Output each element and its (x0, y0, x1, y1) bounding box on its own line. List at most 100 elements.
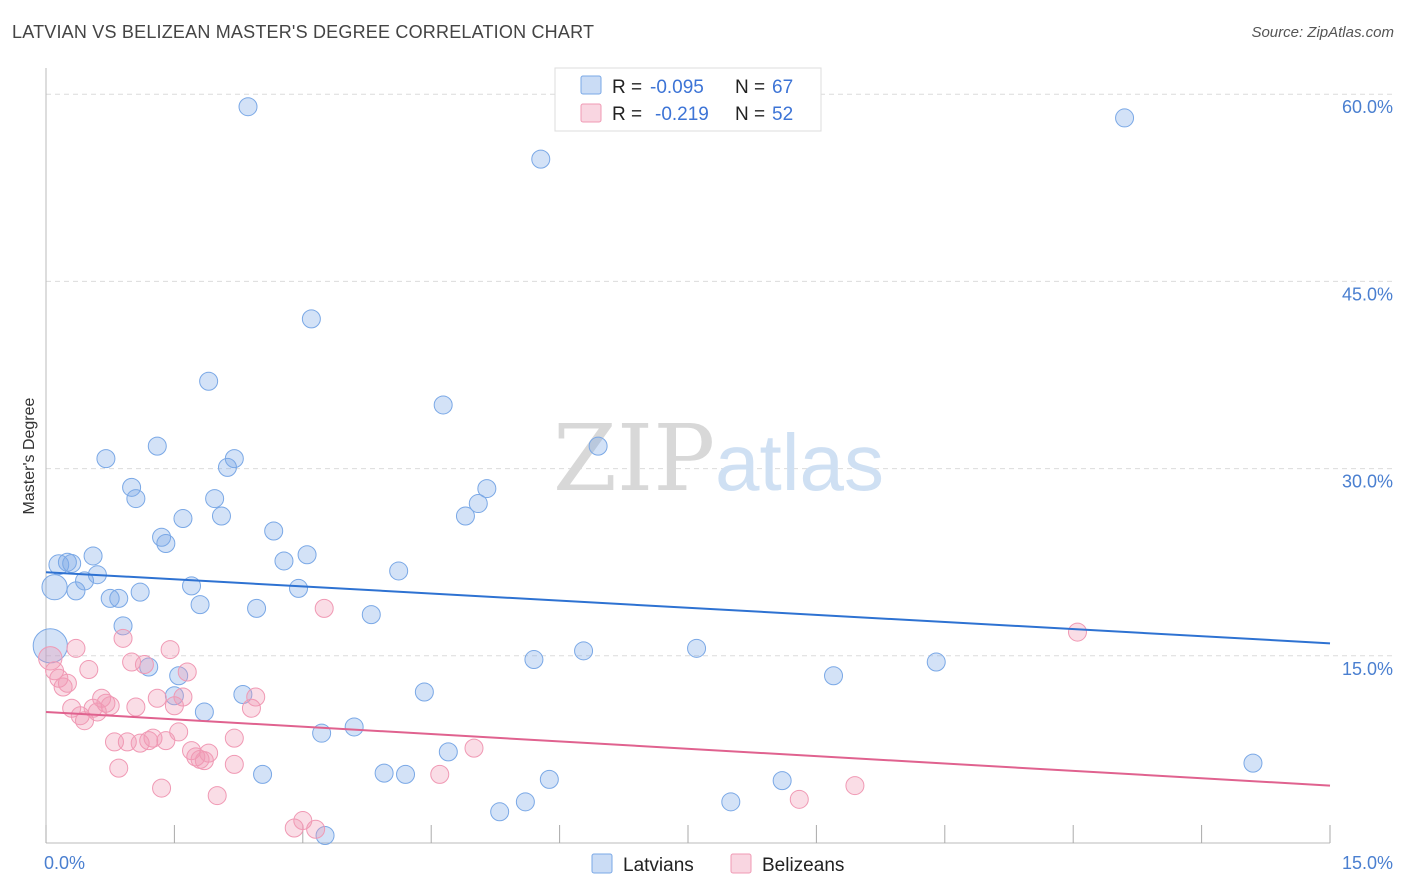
latvians-point (190, 595, 210, 615)
chart-title: LATVIAN VS BELIZEAN MASTER'S DEGREE CORR… (12, 22, 595, 42)
latvians-point (264, 521, 284, 541)
belizeans-point (147, 688, 167, 708)
latvians-point (414, 682, 434, 702)
axes (45, 68, 1331, 844)
series-legend: Latvians Belizeans (591, 853, 844, 876)
belizeans-point (57, 673, 77, 693)
latvians-point (721, 792, 741, 812)
belizeans-point (152, 778, 172, 798)
stats-legend: R = -0.095 N = 67 R = -0.219 N = 52 (554, 67, 822, 132)
belizeans-point (224, 728, 244, 748)
belizeans-point (79, 660, 99, 680)
x-tick-labels: 0.0% 15.0% (44, 853, 1393, 873)
latvians-point (274, 551, 294, 571)
legend-r-label: R = (612, 77, 642, 98)
belizeans-point (199, 743, 219, 763)
belizeans-point (241, 698, 261, 718)
y-tick-label: 45.0% (1342, 284, 1393, 304)
legend-r-value: -0.219 (655, 104, 709, 125)
latvians-point (253, 764, 273, 784)
series-legend-swatch-latvians (591, 853, 613, 874)
source-label: Source: ZipAtlas.com (1251, 24, 1394, 41)
belizeans-point (1067, 622, 1087, 642)
latvians-point (438, 742, 458, 762)
latvians-point (238, 97, 258, 117)
latvians-point (122, 477, 142, 497)
watermark-atlas: atlas (715, 418, 884, 507)
latvians-point (477, 479, 497, 499)
belizeans-point (100, 696, 120, 716)
y-tick-label: 15.0% (1342, 659, 1393, 679)
latvians-point (224, 449, 244, 469)
latvians-point (96, 449, 116, 469)
belizeans-point (113, 628, 133, 648)
x-tick-label: 15.0% (1342, 853, 1393, 873)
latvians-point (289, 578, 309, 598)
series-legend-belizeans: Belizeans (762, 855, 844, 876)
latvians-point (344, 717, 364, 737)
latvians-point (315, 826, 335, 846)
belizeans-point (126, 697, 146, 717)
belizeans-point (224, 754, 244, 774)
latvians-point (361, 605, 381, 625)
latvians-point (588, 436, 608, 456)
latvians-point (297, 545, 317, 565)
legend-n-value: 52 (772, 104, 793, 125)
latvians-point (205, 489, 225, 509)
y-axis-label: Master's Degree (21, 397, 38, 514)
legend-swatch-belizeans (580, 103, 602, 123)
latvians-point (194, 702, 214, 722)
y-tick-label: 60.0% (1342, 97, 1393, 117)
watermark: ZIP atlas (553, 405, 884, 512)
latvians-point (824, 666, 844, 686)
belizeans-point (306, 819, 326, 839)
latvians-point (574, 641, 594, 661)
latvians-point (396, 764, 416, 784)
latvians-point (539, 769, 559, 789)
legend-r-label: R = (612, 104, 642, 125)
belizeans-point (789, 789, 809, 809)
latvians-point (490, 802, 510, 822)
latvians-point (147, 436, 167, 456)
latvians-point (1115, 108, 1135, 128)
latvians-point (211, 506, 231, 526)
latvians-point (531, 149, 551, 169)
belizeans-point (430, 764, 450, 784)
belizeans-point (845, 776, 865, 796)
latvians-point (1243, 753, 1263, 773)
latvians-point (199, 371, 219, 391)
legend-r-value: -0.095 (650, 77, 704, 98)
belizeans-point (134, 655, 154, 675)
legend-swatch-latvians (580, 75, 602, 95)
watermark-zip: ZIP (553, 405, 715, 512)
latvians-point (62, 553, 82, 573)
latvians-point (41, 574, 68, 601)
belizeans-point (464, 738, 484, 758)
belizeans-point (169, 722, 189, 742)
latvians-trend-line (45, 571, 1331, 645)
latvians-point (433, 395, 453, 415)
latvians-point (772, 771, 792, 791)
legend-n-label: N = (735, 104, 765, 125)
grid-lines (46, 93, 1392, 657)
y-tick-label: 30.0% (1342, 472, 1393, 492)
latvians-point (109, 588, 129, 608)
latvians-point (687, 638, 707, 658)
latvians-point (389, 561, 409, 581)
latvians-point (926, 652, 946, 672)
trend-lines (45, 571, 1331, 787)
series-legend-latvians: Latvians (623, 855, 694, 876)
latvians-point (126, 489, 146, 509)
latvians-point (173, 509, 193, 529)
belizeans-point (66, 638, 86, 658)
belizeans-point (314, 598, 334, 618)
latvians-point (524, 650, 544, 670)
latvians-point (247, 598, 267, 618)
latvians-point (374, 763, 394, 783)
y-tick-labels: 15.0% 30.0% 45.0% 60.0% (1342, 97, 1393, 679)
belizeans-point (38, 646, 63, 671)
belizeans-point (173, 687, 193, 707)
latvians-point (156, 533, 176, 553)
legend-n-value: 67 (772, 77, 793, 98)
